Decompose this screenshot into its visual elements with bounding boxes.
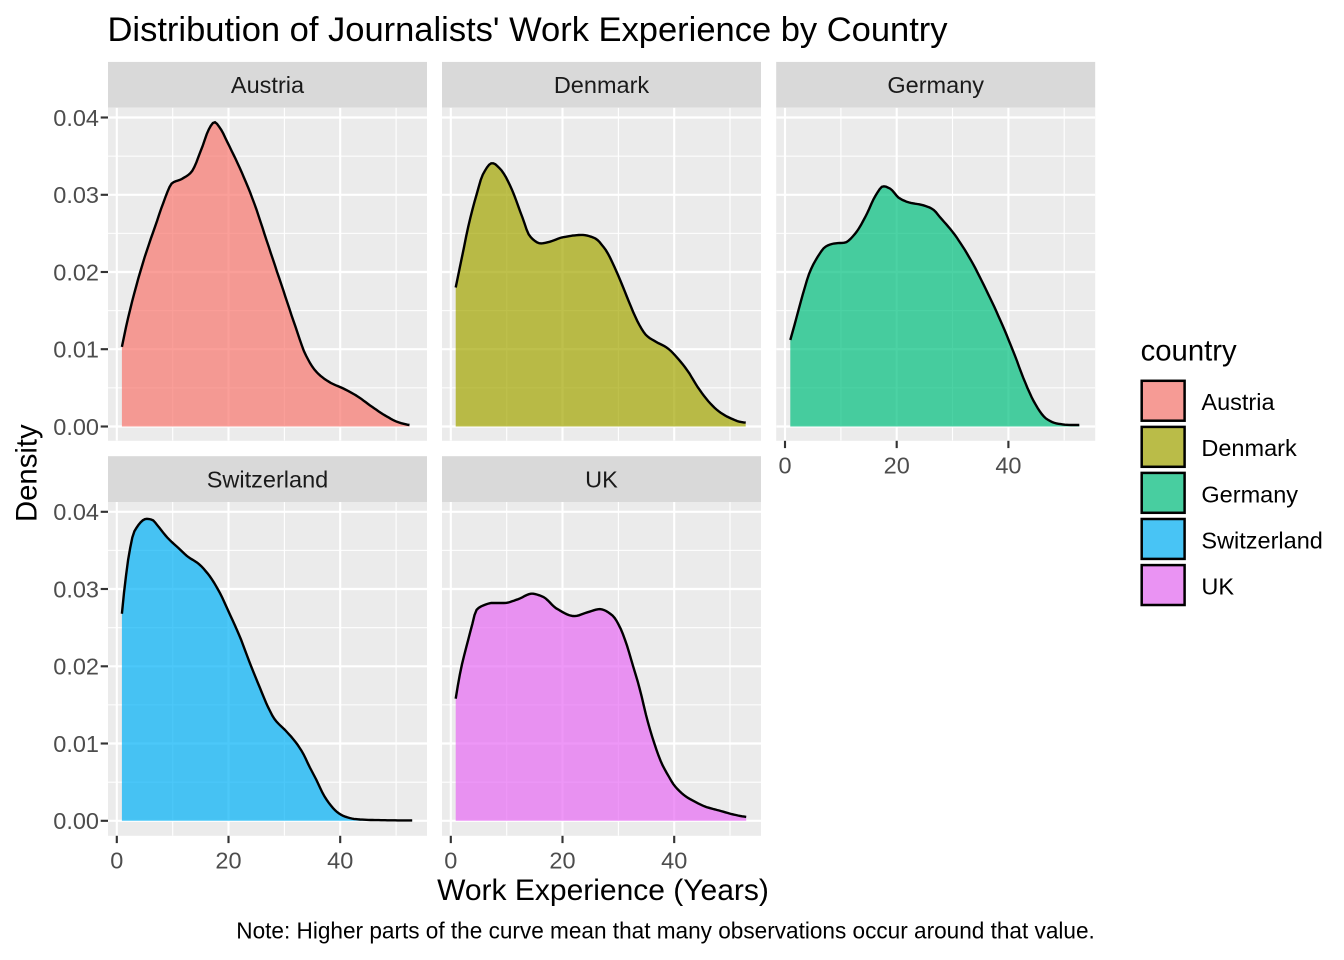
svg-text:Distribution of Journalists' W: Distribution of Journalists' Work Experi…: [108, 11, 949, 49]
svg-text:0.03: 0.03: [53, 576, 99, 602]
svg-text:0.02: 0.02: [53, 259, 99, 285]
svg-text:Germany: Germany: [1201, 481, 1298, 507]
svg-text:0: 0: [444, 847, 457, 873]
svg-text:0.00: 0.00: [53, 808, 99, 834]
svg-text:Denmark: Denmark: [554, 72, 650, 98]
svg-text:0.04: 0.04: [53, 499, 99, 525]
svg-text:country: country: [1141, 335, 1237, 368]
svg-text:Denmark: Denmark: [1201, 435, 1297, 461]
svg-text:Density: Density: [11, 424, 44, 522]
svg-text:0.01: 0.01: [53, 731, 99, 757]
svg-text:0.00: 0.00: [53, 414, 99, 440]
svg-text:Switzerland: Switzerland: [1201, 527, 1322, 553]
svg-text:UK: UK: [1201, 574, 1234, 600]
svg-text:20: 20: [215, 847, 241, 873]
svg-text:0.03: 0.03: [53, 182, 99, 208]
svg-text:0.01: 0.01: [53, 337, 99, 363]
svg-text:Switzerland: Switzerland: [207, 467, 328, 493]
svg-text:Work Experience (Years): Work Experience (Years): [437, 874, 769, 907]
svg-text:Note: Higher parts of the curv: Note: Higher parts of the curve mean tha…: [236, 918, 1095, 944]
svg-text:40: 40: [327, 847, 353, 873]
svg-text:0: 0: [110, 847, 123, 873]
svg-text:40: 40: [661, 847, 687, 873]
svg-text:0: 0: [778, 452, 791, 478]
svg-text:Austria: Austria: [231, 72, 305, 98]
svg-text:20: 20: [884, 452, 910, 478]
svg-text:UK: UK: [585, 467, 618, 493]
svg-text:20: 20: [549, 847, 575, 873]
svg-text:0.04: 0.04: [53, 105, 99, 131]
svg-text:40: 40: [995, 452, 1021, 478]
svg-text:0.02: 0.02: [53, 654, 99, 680]
svg-text:Germany: Germany: [887, 72, 984, 98]
svg-text:Austria: Austria: [1201, 389, 1275, 415]
